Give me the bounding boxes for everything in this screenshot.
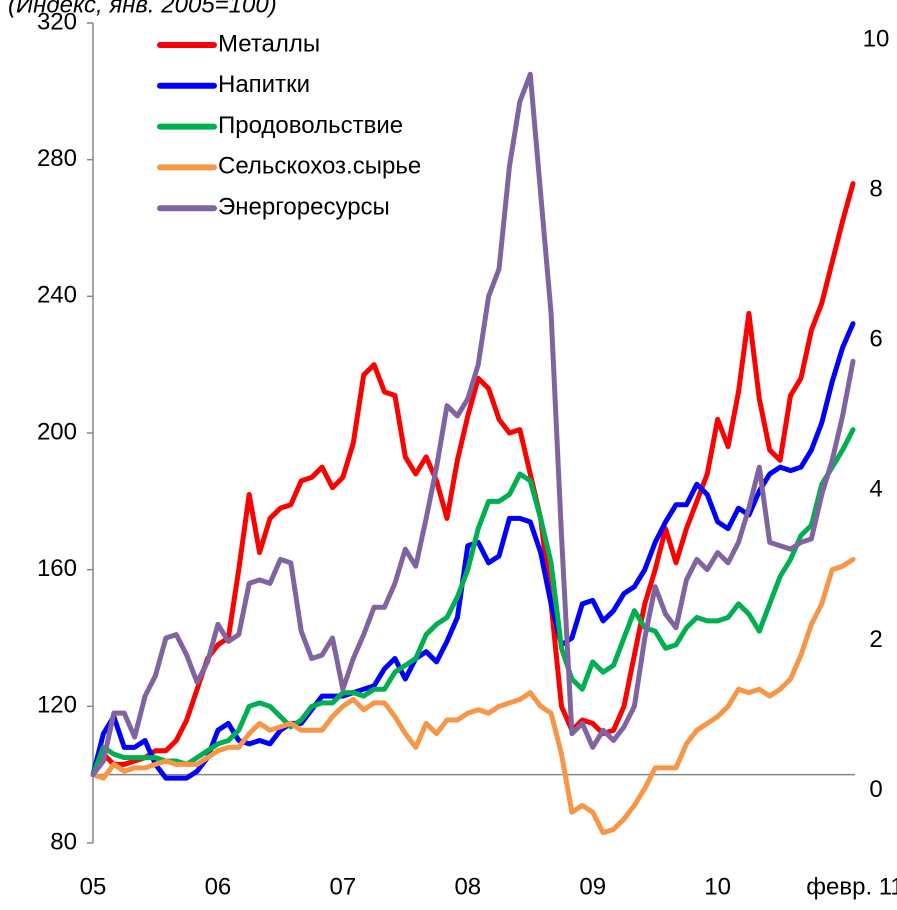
x-tick-label: 06 [205,873,232,900]
series-line [90,181,856,778]
series-line [90,556,856,836]
y-tick-label: 280 [37,145,77,172]
x-tick-label: 10 [704,873,731,900]
legend-label: Продовольствие [218,112,403,139]
x-tick-label: 07 [330,873,357,900]
y-tick-label: 160 [37,555,77,582]
y-tick-label: 80 [50,828,77,855]
legend-label: Металлы [218,30,320,57]
legend-label: Напитки [218,71,310,98]
y2-tick-label: 6 [869,326,882,353]
y2-tick-label: 4 [869,476,882,503]
y2-tick-label: 0 [869,776,882,803]
x-tick-label: 05 [80,873,107,900]
chart-subtitle: (Индекс, янв. 2005=100) [8,0,277,18]
x-tick-label: 08 [454,873,481,900]
y2-tick-label: 10 [863,26,890,53]
y-tick-label: 320 [37,8,77,35]
y2-tick-label: 8 [869,176,882,203]
x-tick-label: 09 [579,873,606,900]
series-line [90,71,856,778]
x-tick-label: февр. 11 [806,873,897,900]
y-tick-label: 200 [37,418,77,445]
y2-tick-label: 2 [869,626,882,653]
legend-label: Сельскохоз.сырье [218,153,421,180]
y-tick-label: 120 [37,692,77,719]
y-tick-label: 240 [37,282,77,309]
series-line [90,427,856,778]
legend-label: Энергоресурсы [218,194,390,221]
